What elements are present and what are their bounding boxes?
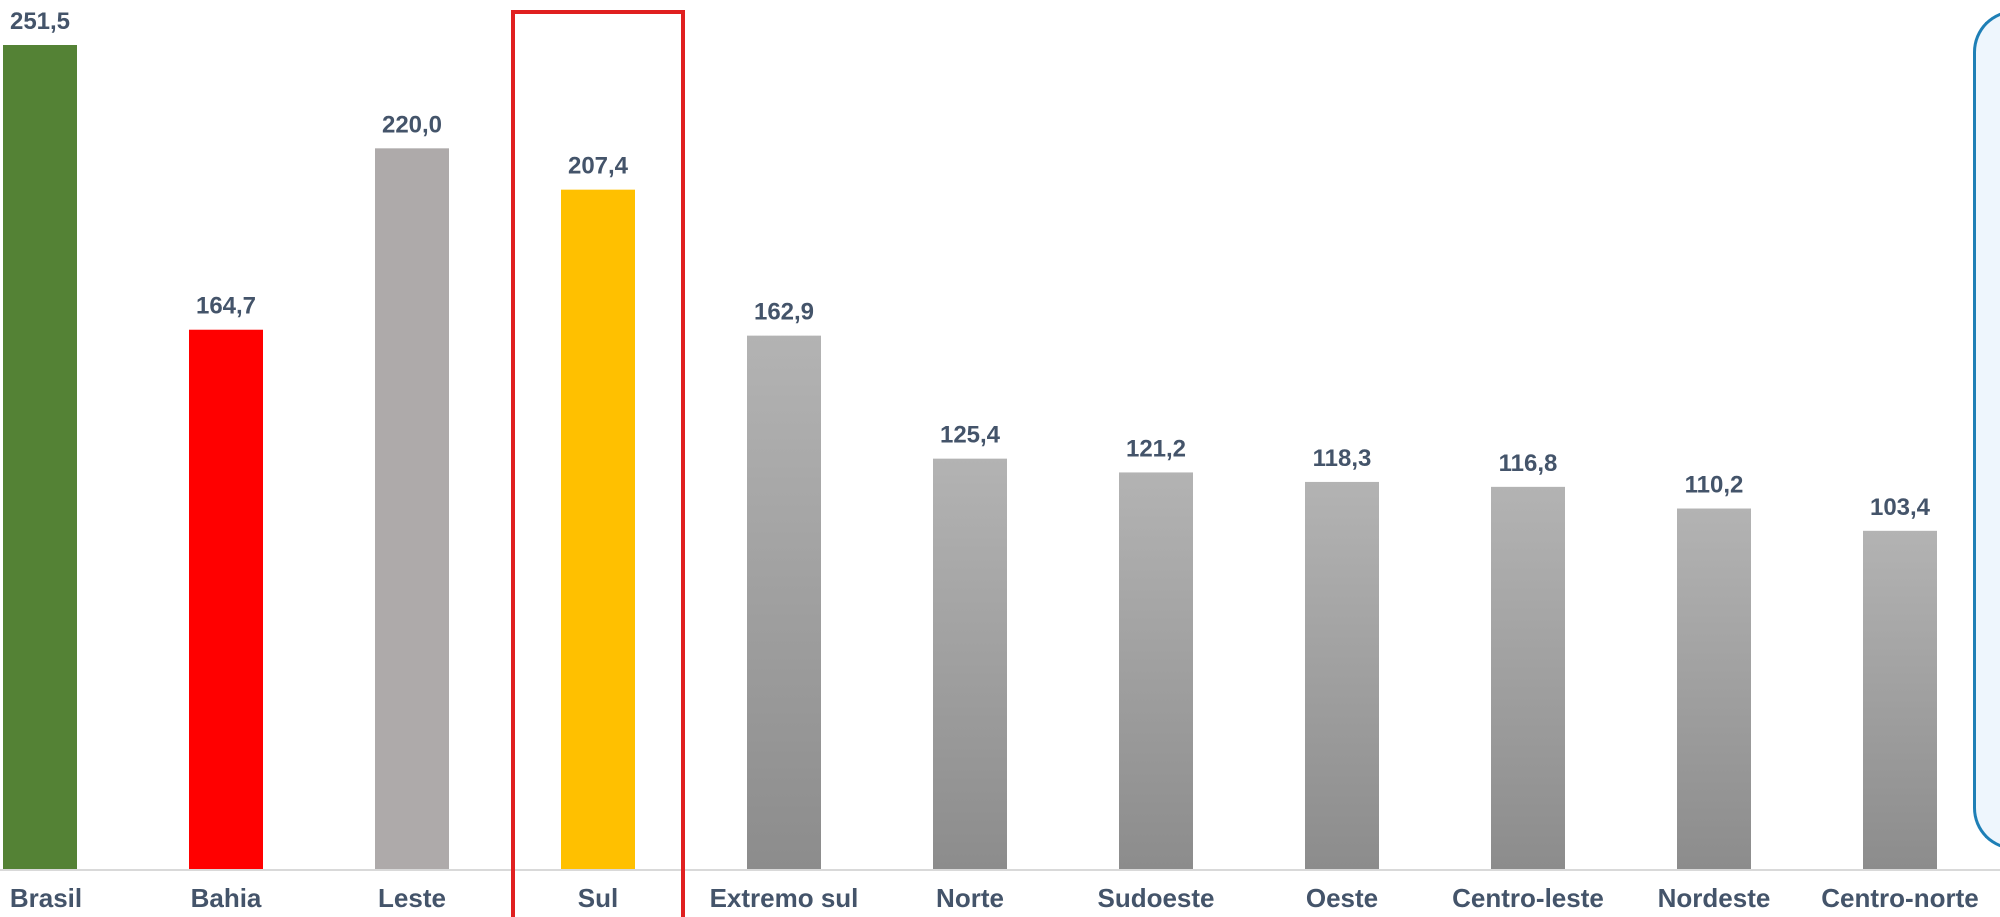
value-label: 118,3 xyxy=(1313,445,1372,472)
category-label: Leste xyxy=(378,883,446,913)
bars-layer xyxy=(3,45,1937,871)
category-label: Sul xyxy=(578,883,618,913)
category-label: Sudoeste xyxy=(1097,883,1214,913)
labels-layer: 251,5 Brasil 164,7 Bahia 220,0 Leste 207,4 Sul 1… xyxy=(10,8,1979,913)
highlight-box xyxy=(511,10,685,917)
category-label: Brasil xyxy=(10,883,82,913)
bar-sudoeste xyxy=(1119,472,1193,870)
bar-extremo-sul xyxy=(747,335,821,870)
value-label: 164,7 xyxy=(196,293,256,320)
bar-sul xyxy=(561,189,635,870)
category-label: Oeste xyxy=(1306,883,1378,913)
category-label: Bahia xyxy=(191,883,262,913)
bar-norte xyxy=(933,458,1007,870)
bar-centro-norte xyxy=(1863,530,1937,870)
category-label: Norte xyxy=(936,883,1004,913)
value-label: 162,9 xyxy=(754,299,814,326)
value-label: 207,4 xyxy=(568,153,629,180)
bar-brasil xyxy=(3,45,77,870)
value-label: 110,2 xyxy=(1685,472,1744,499)
category-label: Centro-leste xyxy=(1452,883,1604,913)
value-label: 116,8 xyxy=(1499,450,1558,477)
info-panel xyxy=(1973,10,2000,850)
bar-bahia xyxy=(189,329,263,871)
bar-centro-leste xyxy=(1491,486,1565,870)
bar-nordeste xyxy=(1677,508,1751,870)
value-label: 121,2 xyxy=(1126,435,1186,462)
bar-leste xyxy=(375,148,449,870)
category-label: Extremo sul xyxy=(710,883,859,913)
bar-oeste xyxy=(1305,481,1379,870)
category-label: Centro-norte xyxy=(1821,883,1978,913)
value-label: 251,5 xyxy=(10,8,70,35)
value-label: 220,0 xyxy=(382,111,442,138)
value-label: 125,4 xyxy=(940,422,1001,449)
value-label: 103,4 xyxy=(1870,494,1931,521)
category-label: Nordeste xyxy=(1658,883,1771,913)
